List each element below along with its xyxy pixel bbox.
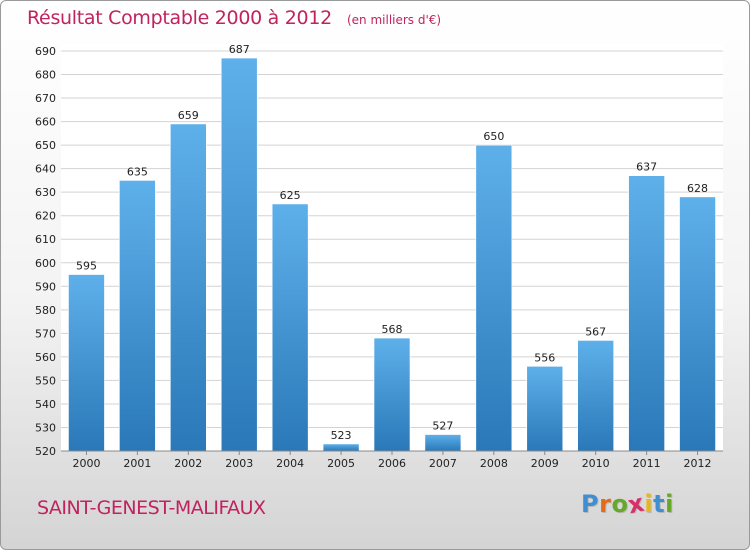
value-label: 595 <box>76 260 97 273</box>
y-tick-label: 690 <box>35 45 56 58</box>
y-tick-label: 590 <box>35 280 56 293</box>
bar-2005 <box>322 443 360 452</box>
logo-letter: o <box>611 490 629 518</box>
value-label: 628 <box>687 182 708 195</box>
value-label: 567 <box>585 325 606 338</box>
logo-letter: t <box>653 490 666 518</box>
y-tick-label: 570 <box>35 327 56 340</box>
bar-2000 <box>68 274 105 452</box>
y-tick-label: 620 <box>35 210 56 223</box>
bar-2010 <box>577 340 614 452</box>
y-tick-label: 640 <box>35 163 56 176</box>
value-label: 635 <box>127 165 148 178</box>
y-tick-label: 530 <box>35 421 56 434</box>
proxiti-logo: Proxiti <box>581 489 674 520</box>
logo-letter: i <box>644 490 654 518</box>
bar-2009 <box>526 365 564 452</box>
bar-2003 <box>220 57 258 452</box>
value-label: 527 <box>432 420 453 433</box>
value-label: 523 <box>331 429 352 442</box>
x-tick-label: 2010 <box>582 457 610 470</box>
x-tick-label: 2011 <box>633 457 661 470</box>
y-tick-label: 540 <box>35 398 56 411</box>
y-tick-label: 650 <box>35 139 56 152</box>
x-tick-label: 2009 <box>531 457 559 470</box>
bar-2012 <box>679 196 716 452</box>
y-tick-label: 580 <box>35 304 56 317</box>
logo-letter: i <box>665 490 674 518</box>
y-tick-label: 660 <box>35 116 56 129</box>
y-tick-label: 520 <box>35 445 56 458</box>
x-tick-label: 2005 <box>327 457 355 470</box>
y-tick-label: 610 <box>35 233 56 246</box>
bar-2001 <box>119 180 156 452</box>
x-tick-label: 2004 <box>276 457 304 470</box>
value-label: 568 <box>382 323 403 336</box>
value-label: 687 <box>229 43 250 56</box>
chart-title: Résultat Comptable 2000 à 2012 <box>27 7 332 29</box>
value-label: 650 <box>483 130 504 143</box>
town-name: SAINT-GENEST-MALIFAUX <box>37 497 266 519</box>
logo-letter: r <box>599 490 612 518</box>
chart-unit: (en milliers d'€) <box>346 13 442 27</box>
title-row: Résultat Comptable 2000 à 2012 (en milli… <box>27 7 441 29</box>
value-label: 659 <box>178 109 199 122</box>
bar-2007 <box>424 434 462 452</box>
logo-letter: P <box>581 490 600 518</box>
bar-2011 <box>628 175 665 452</box>
x-tick-label: 2006 <box>378 457 406 470</box>
bar-2008 <box>475 144 513 452</box>
x-tick-label: 2003 <box>225 457 253 470</box>
y-tick-label: 630 <box>35 186 56 199</box>
x-tick-label: 2000 <box>72 457 100 470</box>
x-tick-label: 2007 <box>429 457 457 470</box>
x-tick-label: 2008 <box>480 457 508 470</box>
y-tick-label: 560 <box>35 351 56 364</box>
bar-layer <box>68 57 716 452</box>
bar-2002 <box>170 123 207 452</box>
y-tick-label: 670 <box>35 92 56 105</box>
x-tick-label: 2002 <box>174 457 202 470</box>
bar-2006 <box>373 337 411 452</box>
y-tick-label: 600 <box>35 257 56 270</box>
value-label: 556 <box>534 351 555 364</box>
x-tick-label: 2001 <box>123 457 151 470</box>
value-label: 625 <box>280 189 301 202</box>
y-tick-label: 550 <box>35 374 56 387</box>
value-label: 637 <box>636 161 657 174</box>
bar-2004 <box>271 203 309 452</box>
x-tick-label: 2012 <box>684 457 712 470</box>
y-tick-label: 680 <box>35 69 56 82</box>
label-layer: 595 635 659 687 625 523 568 527 650 556 567 637 628 <box>76 43 708 442</box>
axis-layer: 520 530 540 550 560 570 580 590 600 610 620 630 640 6… <box>35 45 723 470</box>
